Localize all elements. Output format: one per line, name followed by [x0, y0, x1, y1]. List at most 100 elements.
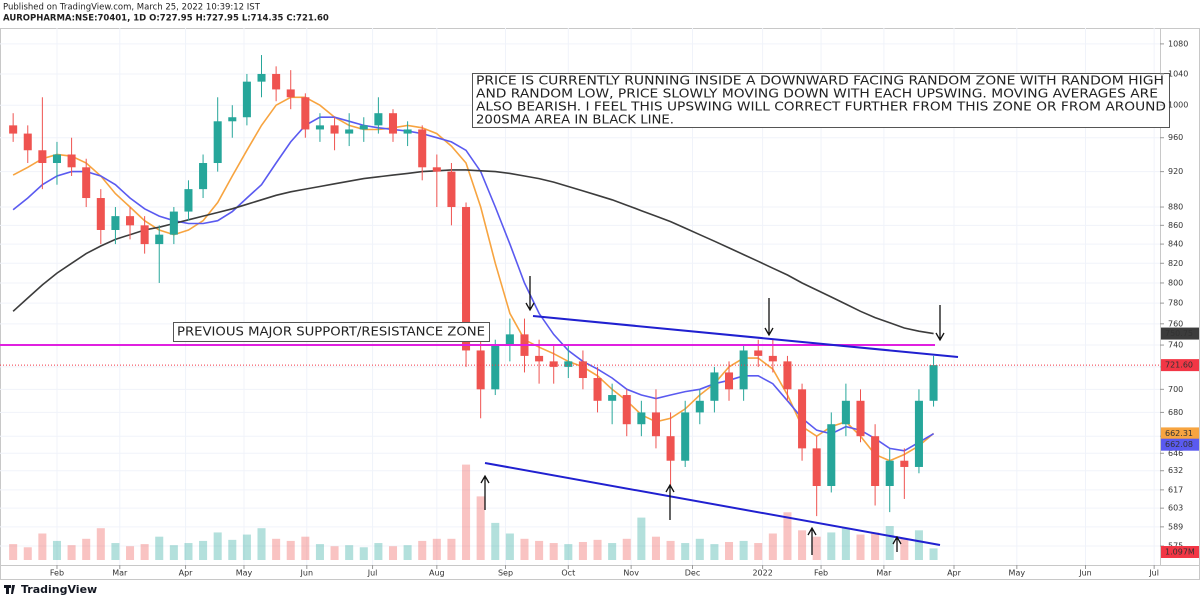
volume-bar [374, 543, 383, 560]
x-tick-label: Sep [498, 569, 513, 578]
volume-bar [359, 547, 368, 560]
volume-bar [622, 538, 631, 560]
candle-body [184, 189, 193, 212]
volume-bar [871, 532, 880, 560]
moving-average [12, 169, 934, 335]
x-tick-label: Feb [814, 569, 828, 578]
volume-bar [681, 543, 690, 560]
candle-body [96, 198, 105, 230]
candle-body [871, 436, 880, 487]
candle-body [52, 154, 61, 164]
note-line: ALSO BEARISH. I FEEL THIS UPSWING WILL C… [476, 99, 1166, 114]
arrow-up [480, 474, 490, 510]
candle-body [257, 73, 266, 82]
volume-bar [593, 539, 602, 560]
x-tick-label: 2022 [752, 569, 772, 578]
volume-bar [52, 540, 61, 560]
candle-body [213, 121, 222, 164]
candle-body [754, 350, 763, 356]
arrow-down [764, 298, 774, 337]
volume-bar [549, 543, 558, 560]
volume-bar [82, 538, 91, 560]
y-tick-label: 760 [1168, 319, 1183, 328]
arrow-down [525, 276, 535, 312]
candle-body [38, 150, 47, 164]
volume-bar [725, 541, 734, 560]
candle-body [374, 113, 383, 126]
volume-bar [38, 533, 47, 560]
candle-body [111, 216, 120, 230]
symbol-legend: AUROPHARMA:NSE:70401, 1D O:727.95 H:727.… [3, 14, 329, 24]
volume-last-box [1161, 546, 1199, 558]
candle-body [9, 125, 18, 134]
candle-body [856, 400, 865, 437]
candle-body [140, 225, 149, 245]
candle-body [914, 400, 923, 467]
x-tick-label: Dec [685, 569, 700, 578]
volume-bar [432, 538, 441, 560]
arrow-up [665, 483, 675, 520]
ma-last-box [1161, 327, 1199, 340]
candle-body [67, 154, 76, 168]
y-tick-label: 617 [1168, 485, 1183, 494]
volume-bar [184, 543, 193, 560]
zone-box [173, 322, 490, 342]
upper-trendline [532, 315, 959, 358]
candle-body [403, 129, 412, 134]
volume-bar [213, 532, 222, 560]
volume-bar [286, 540, 295, 560]
x-tick-label: Nov [623, 569, 639, 578]
candle-body [126, 216, 135, 226]
volume-bar [812, 536, 821, 560]
volume-bar [637, 517, 646, 560]
moving-average [12, 116, 935, 452]
note-line: 200SMA AREA IN BLACK LINE. [476, 112, 674, 127]
candle-body [739, 350, 748, 390]
candle-body [593, 378, 602, 401]
candle-body [155, 234, 164, 245]
volume-bar [491, 522, 500, 560]
volume-bar [608, 543, 617, 560]
moving-average [12, 96, 935, 462]
volume-bar [841, 528, 850, 560]
candle-body [812, 448, 821, 487]
candle-body [608, 395, 617, 401]
candle-body [798, 389, 807, 449]
brand-text: TradingView [21, 583, 97, 596]
candle-body [783, 361, 792, 390]
zone-label: PREVIOUS MAJOR SUPPORT/RESISTANCE ZONE [177, 324, 485, 339]
y-tick-label: 1080 [1168, 39, 1188, 48]
candle-body [900, 460, 909, 467]
candle-body [651, 412, 660, 437]
x-tick-label: Mar [112, 569, 128, 578]
volume-bar [315, 544, 324, 560]
volume-bar [140, 544, 149, 560]
volume-bar [345, 545, 354, 560]
volume-bar [169, 545, 178, 560]
x-tick-label: Jun [1078, 569, 1092, 578]
x-tick-label: Jul [367, 569, 378, 578]
candle-body [564, 361, 573, 367]
y-tick-label: 820 [1168, 259, 1183, 268]
x-tick-label: Aug [429, 569, 445, 578]
x-tick-label: May [1009, 569, 1026, 578]
volume-bar [520, 538, 529, 560]
y-tick-label: 840 [1168, 240, 1183, 249]
volume-bar [9, 544, 18, 560]
note-box [472, 73, 1170, 128]
candle-body [476, 350, 485, 390]
volume-bar [403, 545, 412, 560]
candle-body [330, 125, 339, 134]
candle-body [169, 211, 178, 235]
x-tick-label: Jun [300, 569, 314, 578]
volume-layer [9, 464, 938, 560]
volume-bar [695, 538, 704, 560]
candle-body [315, 125, 324, 130]
ma-layer [12, 96, 935, 462]
note-line: PRICE IS CURRENTLY RUNNING INSIDE A DOWN… [476, 73, 1164, 88]
candle-body [432, 167, 441, 172]
candle-body [681, 412, 690, 461]
volume-bar [447, 538, 456, 560]
volume-bar [418, 540, 427, 560]
candle-body [841, 400, 850, 425]
